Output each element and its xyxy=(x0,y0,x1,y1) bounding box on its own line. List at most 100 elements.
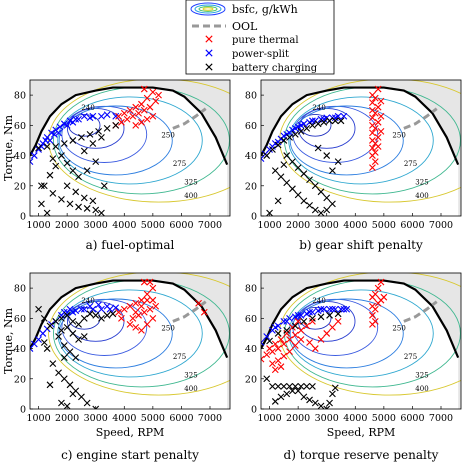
data-point xyxy=(118,314,125,322)
data-point xyxy=(35,144,42,152)
bsfc-contour xyxy=(289,105,404,176)
data-point xyxy=(269,360,276,368)
contour-label: 400 xyxy=(415,192,428,200)
y-tick-label: 40 xyxy=(245,344,257,355)
data-point xyxy=(66,305,74,313)
x-tick-label: 5000 xyxy=(141,220,165,231)
data-point xyxy=(103,302,111,310)
data-point xyxy=(300,393,308,401)
data-point xyxy=(75,320,82,328)
data-point xyxy=(92,158,100,165)
data-point xyxy=(263,333,271,340)
data-point xyxy=(103,124,111,132)
data-point xyxy=(309,121,316,129)
data-point xyxy=(78,134,85,141)
data-point xyxy=(311,399,319,407)
data-point xyxy=(112,112,120,120)
contour-label: 240 xyxy=(312,104,325,112)
ool-curve xyxy=(172,107,207,130)
data-point xyxy=(274,141,282,149)
bsfc-contour xyxy=(288,96,434,185)
data-point xyxy=(42,137,50,144)
data-point xyxy=(146,305,154,313)
legend-label-pure-thermal: pure thermal xyxy=(232,35,299,46)
data-point xyxy=(263,351,271,358)
data-point xyxy=(283,179,291,187)
x-tick-label: 1000 xyxy=(257,413,281,424)
data-point xyxy=(63,182,71,190)
x-tick-label: 2000 xyxy=(55,220,79,231)
data-point xyxy=(371,305,379,313)
data-point xyxy=(135,109,142,117)
data-point xyxy=(369,144,376,152)
data-point xyxy=(329,200,336,208)
data-point xyxy=(115,308,122,316)
contour-label: 240 xyxy=(312,297,325,305)
data-point xyxy=(283,327,291,334)
panel-caption: a) fuel-optimal xyxy=(86,238,175,252)
contour-label: 325 xyxy=(415,371,428,379)
data-point xyxy=(297,336,305,343)
data-point xyxy=(371,158,379,165)
data-point xyxy=(98,112,105,120)
data-point xyxy=(369,311,376,319)
y-tick-label: 60 xyxy=(14,121,26,132)
data-point xyxy=(329,305,336,313)
data-point xyxy=(118,118,125,126)
x-tick-label: 4000 xyxy=(112,413,136,424)
x-tick-label: 6000 xyxy=(400,413,424,424)
data-point xyxy=(52,162,60,170)
data-point xyxy=(95,301,102,309)
x-tick-label: 4000 xyxy=(343,413,367,424)
y-tick-label: 0 xyxy=(20,212,26,223)
contour-label: 240 xyxy=(81,104,94,112)
data-point xyxy=(283,317,291,325)
data-point xyxy=(143,115,151,123)
x-axis-label: Speed, RPM xyxy=(327,426,396,439)
data-point xyxy=(98,305,105,313)
legend-contour-icon xyxy=(190,2,226,16)
data-point xyxy=(300,317,308,325)
data-point xyxy=(92,311,100,319)
data-point xyxy=(89,140,97,147)
bsfc-contour xyxy=(58,105,173,176)
series-pure-thermal xyxy=(261,278,388,374)
data-point xyxy=(49,360,57,368)
data-point xyxy=(58,399,65,407)
data-point xyxy=(138,302,145,310)
data-point xyxy=(109,310,117,318)
data-point xyxy=(30,152,38,159)
data-point xyxy=(83,205,91,212)
data-point xyxy=(334,317,342,325)
data-point xyxy=(277,363,285,371)
y-tick-label: 0 xyxy=(251,405,257,416)
data-point xyxy=(69,317,77,325)
data-point xyxy=(69,137,77,144)
data-point xyxy=(317,209,325,216)
data-point xyxy=(271,366,279,374)
series-battery-charging xyxy=(35,305,117,409)
data-point xyxy=(261,355,265,363)
data-point xyxy=(271,398,279,405)
data-point xyxy=(306,202,313,209)
data-point xyxy=(66,381,74,389)
data-point xyxy=(46,322,54,330)
x-tick-label: 2000 xyxy=(286,413,310,424)
data-point xyxy=(306,396,313,404)
data-point xyxy=(377,112,385,120)
data-point xyxy=(40,182,48,190)
data-point xyxy=(38,182,45,190)
data-point xyxy=(152,302,160,310)
data-point xyxy=(95,127,102,135)
data-point xyxy=(143,290,151,298)
data-point xyxy=(63,311,71,319)
x-tick-label: 5000 xyxy=(372,220,396,231)
data-point xyxy=(297,311,305,319)
series-pure-thermal xyxy=(369,85,385,172)
data-point xyxy=(280,340,288,348)
panel-caption: d) torque reserve penalty xyxy=(284,448,439,462)
data-point xyxy=(331,117,339,125)
series-power-split xyxy=(261,305,351,346)
data-point xyxy=(195,299,202,307)
